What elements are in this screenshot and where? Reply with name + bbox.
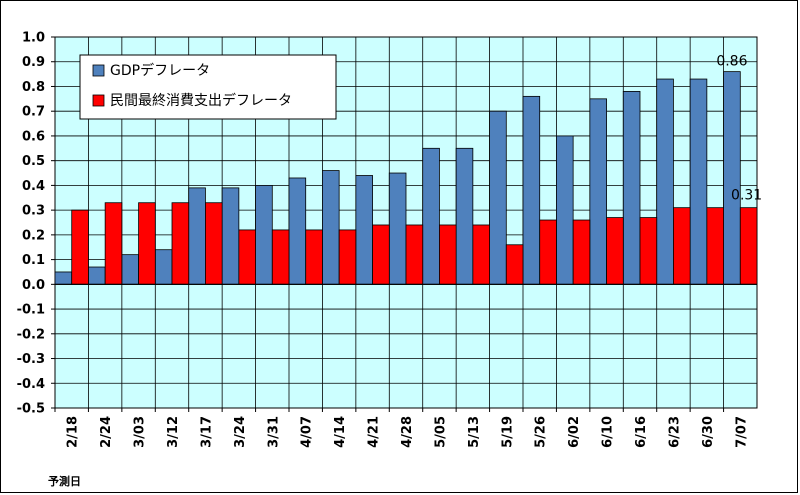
bar-consumption-deflator bbox=[405, 224, 424, 285]
y-tick-label: 0.8 bbox=[22, 80, 45, 95]
bar-consumption-deflator bbox=[539, 219, 557, 285]
x-tick-label: 3/17 bbox=[199, 416, 214, 448]
y-tick-label: -0.4 bbox=[17, 377, 45, 392]
legend-box bbox=[79, 54, 337, 120]
bar-consumption-deflator bbox=[572, 219, 591, 285]
x-tick-label: 6/16 bbox=[634, 416, 649, 448]
bar-gdp-deflator bbox=[355, 175, 373, 285]
bar-consumption-deflator bbox=[104, 202, 123, 285]
bar-gdp-deflator bbox=[622, 91, 641, 285]
x-tick-label: 5/26 bbox=[534, 416, 549, 448]
y-tick-label: 0.4 bbox=[22, 179, 45, 194]
y-tick-label: 0.9 bbox=[22, 55, 45, 70]
x-tick-label: 6/02 bbox=[567, 416, 582, 448]
bar-consumption-deflator bbox=[271, 229, 290, 285]
bar-consumption-deflator bbox=[171, 202, 190, 285]
bar-gdp-deflator bbox=[322, 170, 340, 285]
bar-gdp-deflator bbox=[88, 266, 106, 285]
x-axis-title: 予測日 bbox=[48, 475, 81, 488]
legend-label: GDPデフレータ bbox=[110, 62, 210, 79]
x-tick-label: 3/31 bbox=[266, 416, 281, 448]
legend-swatch bbox=[92, 94, 105, 107]
bar-consumption-deflator bbox=[138, 202, 156, 285]
bar-consumption-deflator bbox=[639, 217, 658, 285]
bar-consumption-deflator bbox=[739, 207, 758, 285]
y-tick-label: 0.1 bbox=[22, 253, 45, 268]
bar-consumption-deflator bbox=[338, 229, 357, 285]
x-tick-label: 2/18 bbox=[66, 416, 81, 448]
bar-gdp-deflator bbox=[656, 78, 674, 285]
bar-consumption-deflator bbox=[606, 217, 624, 285]
x-tick-label: 3/12 bbox=[166, 416, 181, 448]
x-tick-label: 5/13 bbox=[467, 416, 482, 448]
x-tick-label: 6/10 bbox=[601, 416, 616, 448]
bar-consumption-deflator bbox=[305, 229, 323, 285]
bar-gdp-deflator bbox=[723, 71, 741, 285]
bar-consumption-deflator bbox=[372, 224, 390, 285]
bar-consumption-deflator bbox=[205, 202, 223, 285]
legend-label: 民間最終消費支出デフレータ bbox=[110, 92, 292, 109]
bar-gdp-deflator bbox=[388, 172, 407, 285]
bar-gdp-deflator bbox=[121, 254, 139, 285]
bar-gdp-deflator bbox=[589, 98, 607, 285]
x-tick-label: 4/07 bbox=[300, 416, 315, 448]
x-tick-label: 6/30 bbox=[701, 416, 716, 448]
y-tick-label: 0.0 bbox=[22, 278, 45, 293]
x-tick-label: 5/19 bbox=[500, 416, 515, 448]
y-tick-label: 0.3 bbox=[22, 204, 45, 219]
x-tick-label: 7/07 bbox=[734, 416, 749, 448]
y-tick-label: -0.3 bbox=[17, 352, 45, 367]
y-tick-label: -0.1 bbox=[17, 303, 45, 318]
x-tick-label: 5/05 bbox=[433, 416, 448, 448]
bar-consumption-deflator bbox=[238, 229, 256, 285]
bar-gdp-deflator bbox=[288, 177, 307, 285]
legend-swatch bbox=[92, 64, 105, 77]
bar-gdp-deflator bbox=[522, 95, 541, 285]
x-tick-label: 3/03 bbox=[133, 416, 148, 448]
data-label-gdp-deflator: 0.86 bbox=[716, 54, 747, 70]
y-tick-label: 1.0 bbox=[22, 31, 45, 46]
x-tick-label: 4/21 bbox=[367, 416, 382, 448]
bar-consumption-deflator bbox=[673, 207, 691, 285]
bar-consumption-deflator bbox=[706, 207, 724, 285]
y-tick-label: 0.2 bbox=[22, 228, 45, 243]
y-tick-label: -0.2 bbox=[17, 327, 45, 342]
bar-consumption-deflator bbox=[439, 224, 457, 285]
bar-gdp-deflator bbox=[556, 135, 574, 285]
bar-gdp-deflator bbox=[221, 187, 240, 285]
bar-gdp-deflator bbox=[188, 187, 206, 285]
y-tick-label: 0.5 bbox=[22, 154, 45, 169]
bar-consumption-deflator bbox=[505, 244, 524, 285]
bar-gdp-deflator bbox=[154, 249, 173, 285]
bar-consumption-deflator bbox=[71, 209, 89, 285]
bar-gdp-deflator bbox=[54, 271, 73, 285]
bar-consumption-deflator bbox=[472, 224, 490, 285]
data-label-consumption-deflator: 0.31 bbox=[731, 188, 762, 204]
y-tick-label: 0.6 bbox=[22, 129, 45, 144]
y-tick-label: -0.5 bbox=[17, 402, 45, 417]
x-tick-label: 4/14 bbox=[333, 416, 348, 448]
bar-gdp-deflator bbox=[455, 147, 474, 285]
bar-gdp-deflator bbox=[489, 110, 507, 285]
x-tick-label: 2/24 bbox=[99, 416, 114, 448]
x-tick-label: 3/24 bbox=[233, 416, 248, 448]
bar-gdp-deflator bbox=[689, 78, 708, 285]
x-tick-label: 6/23 bbox=[667, 416, 682, 448]
x-tick-label: 4/28 bbox=[400, 416, 415, 448]
bar-gdp-deflator bbox=[255, 184, 273, 285]
bar-gdp-deflator bbox=[422, 147, 440, 285]
y-tick-label: 0.7 bbox=[22, 105, 45, 120]
